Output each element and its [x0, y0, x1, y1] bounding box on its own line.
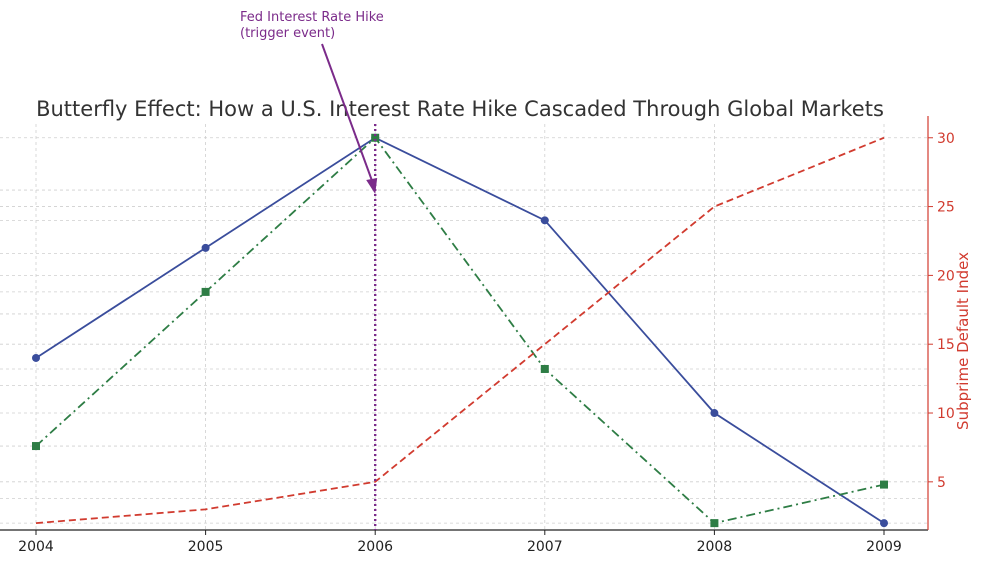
series-1-point	[540, 216, 549, 225]
y-tick-label: 30	[937, 131, 955, 147]
x-tick-label: 2009	[866, 539, 902, 555]
x-tick-label: 2005	[188, 539, 224, 555]
series-2-point	[201, 287, 210, 296]
grid-lines	[0, 124, 928, 530]
series-1-point	[32, 353, 40, 362]
x-tick-label: 2008	[697, 539, 733, 555]
annotation-arrow-shaft	[321, 43, 375, 185]
x-tick-label: 2004	[18, 539, 54, 555]
event-annotation: Fed Interest Rate Hike (trigger event)	[240, 10, 384, 194]
x-tick-label: 2006	[357, 539, 393, 555]
series-1-point	[880, 519, 888, 528]
chart-title: Butterfly Effect: How a U.S. Interest Ra…	[36, 97, 884, 121]
y-tick-label: 25	[937, 200, 955, 216]
series-line-3	[35, 136, 885, 525]
annotation-text-line2: (trigger event)	[240, 26, 335, 41]
series-2-point	[32, 442, 40, 451]
plot-area: 2004 2005 2006 2007 2008 2009 5 10 15 20 25 30	[0, 116, 955, 555]
y-tick-label: 10	[937, 406, 955, 422]
series-2-point	[710, 519, 719, 528]
series-1-point	[710, 409, 719, 418]
y-axis-label-right: Subprime Default Index	[954, 252, 972, 430]
x-tick-label: 2007	[527, 539, 563, 555]
series-2-point	[540, 364, 549, 373]
y-tick-label: 15	[937, 337, 955, 353]
annotation-arrow-head	[366, 178, 378, 194]
series-line-1	[35, 136, 885, 524]
series-1-point	[201, 243, 210, 252]
series-line-2	[35, 136, 885, 525]
y-tick-label: 5	[937, 475, 946, 491]
series-2-point	[880, 480, 888, 489]
y-tick-label: 20	[937, 268, 955, 284]
series-2-point	[371, 133, 380, 142]
annotation-text-line1: Fed Interest Rate Hike	[240, 10, 384, 25]
